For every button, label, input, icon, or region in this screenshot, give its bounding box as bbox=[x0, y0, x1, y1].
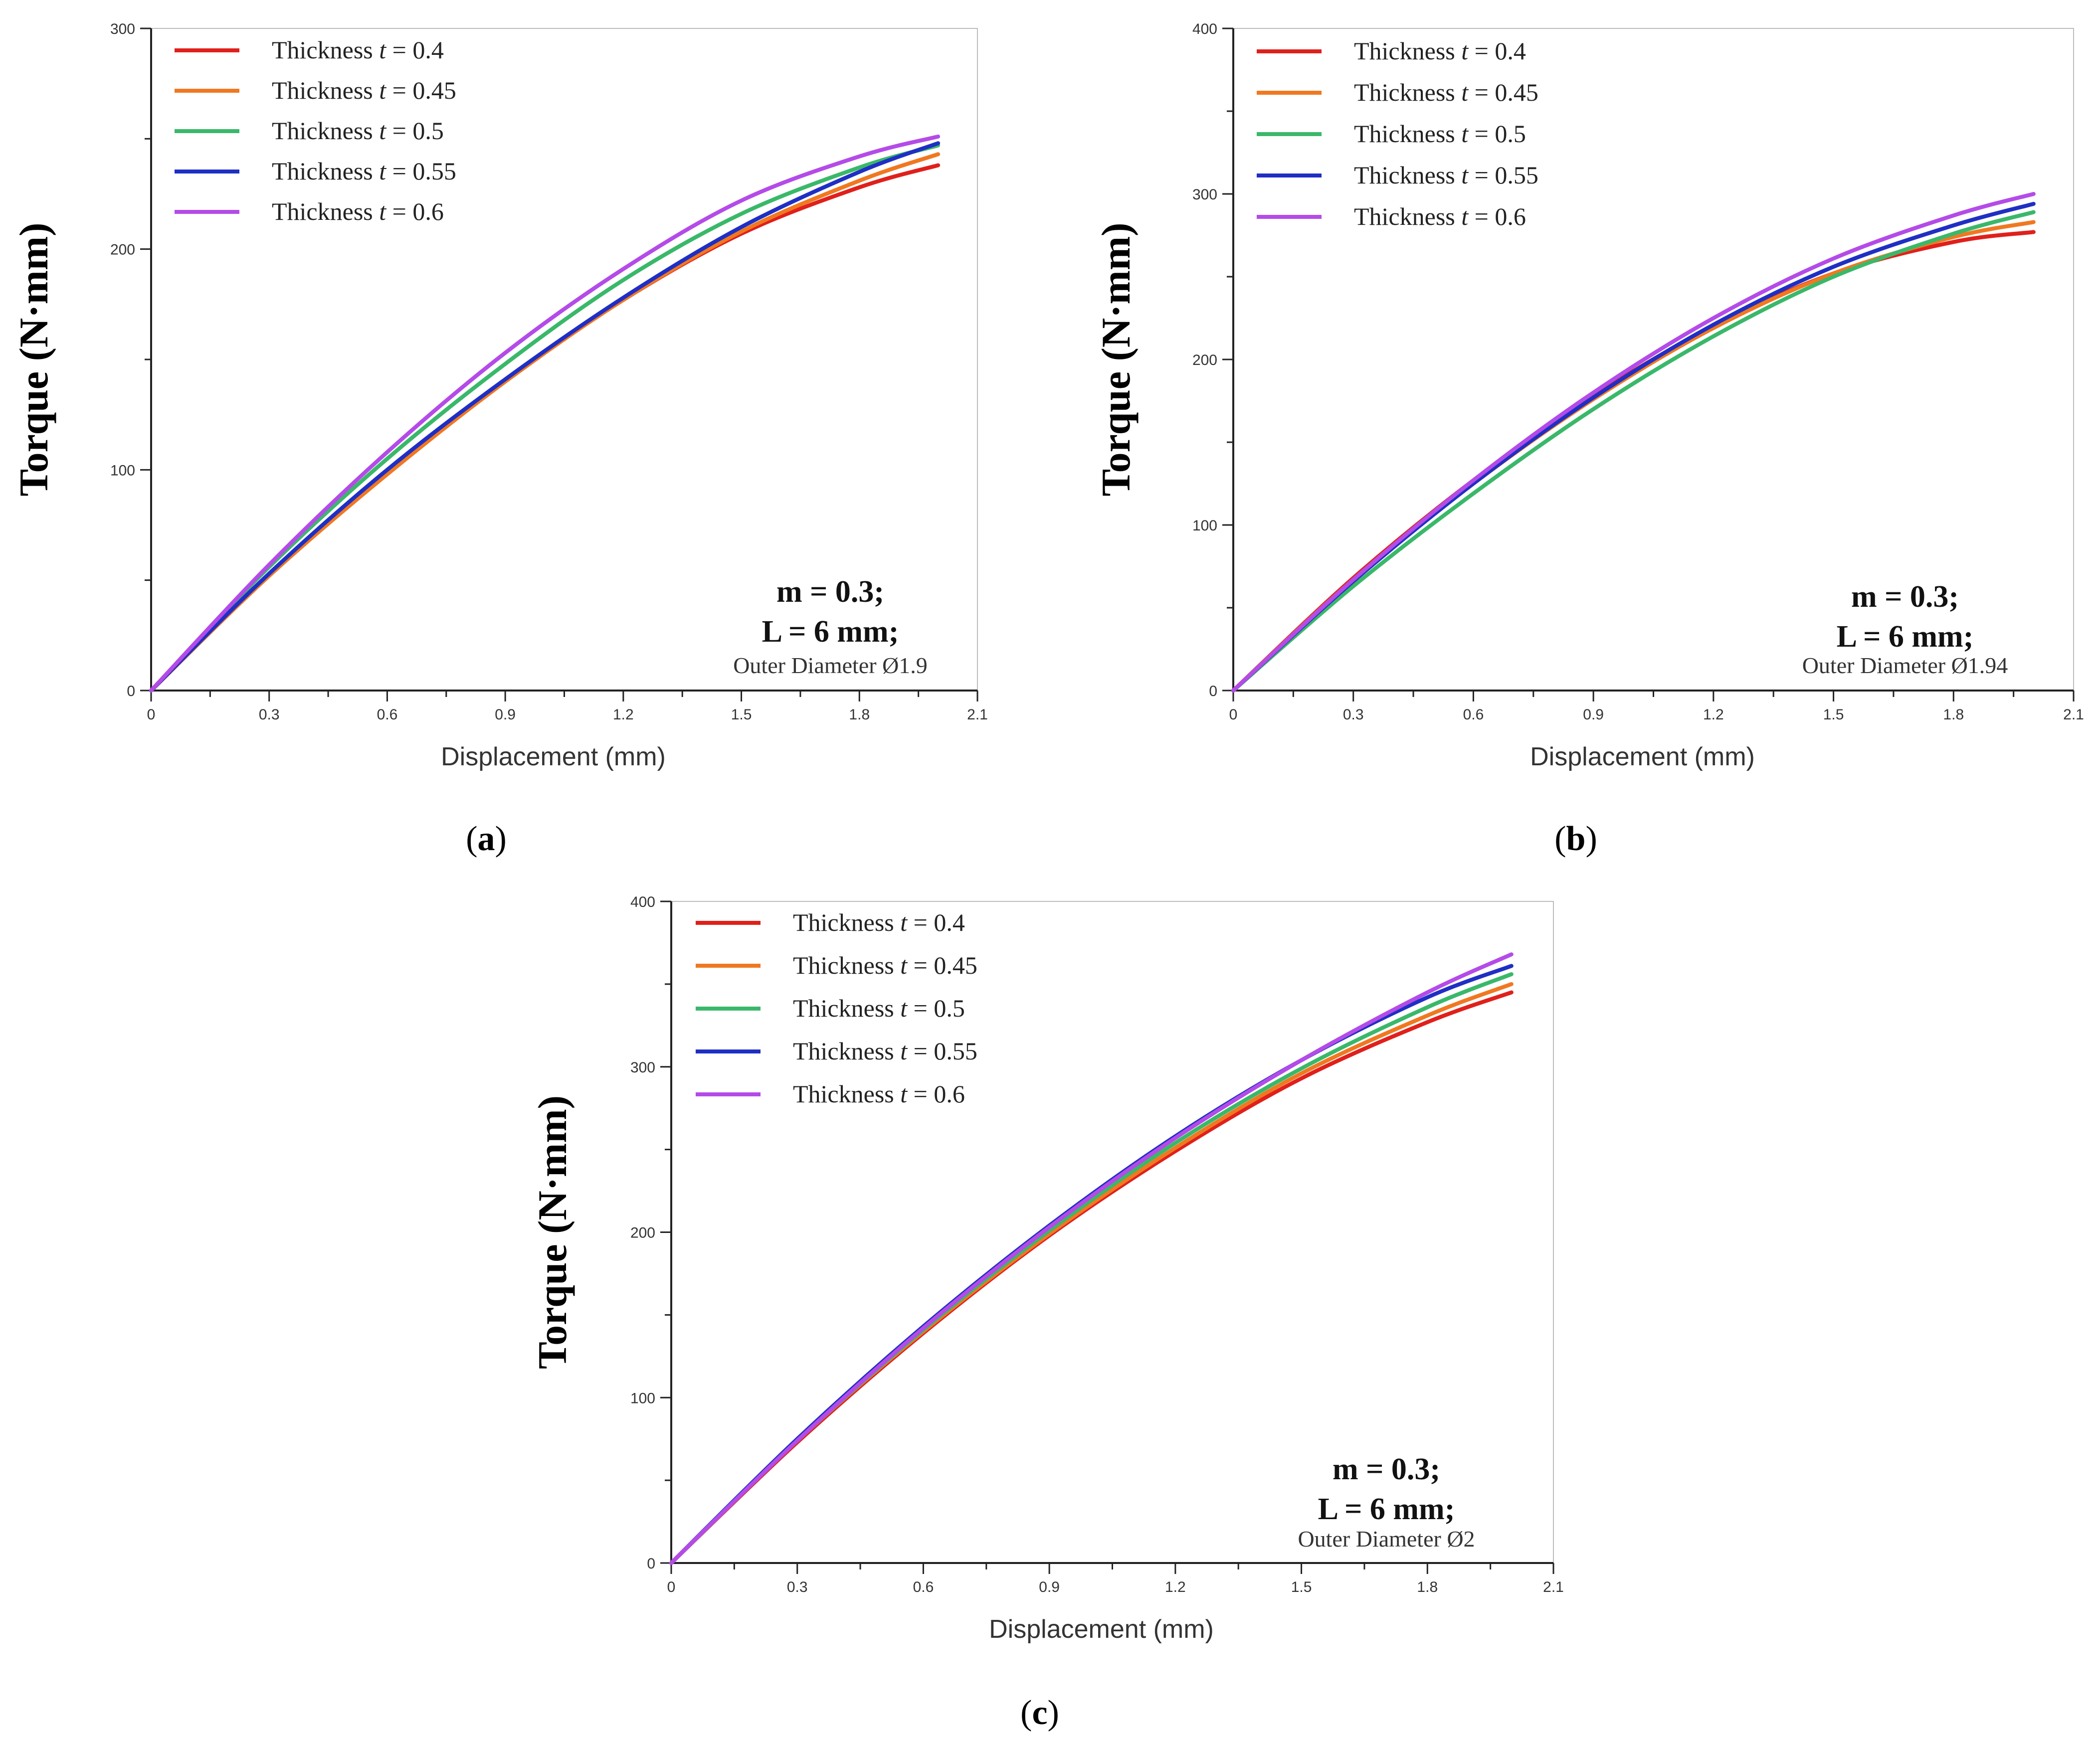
y-tick-label: 200 bbox=[1192, 352, 1217, 368]
x-tick-label: 1.2 bbox=[613, 706, 634, 723]
chart-panel-c: 0 0.3 0.6 0.9 1.2 1.5 1.8 2.1 0 100 200 300 400 Displ… bbox=[530, 894, 1564, 1732]
parameter-annotation: L = 6 mm; bbox=[1837, 620, 1974, 654]
x-tick-label: 1.5 bbox=[1823, 706, 1844, 723]
legend: Thickness t = 0.4 Thickness t = 0.45 Thick… bbox=[1257, 37, 1538, 230]
panel-label: (b) bbox=[1554, 820, 1597, 858]
y-tick-label: 100 bbox=[110, 462, 135, 479]
series-line-t-0.55 bbox=[1231, 201, 2036, 693]
x-tick-label: 0.9 bbox=[1583, 706, 1604, 723]
x-tick-label: 0.3 bbox=[787, 1579, 808, 1595]
y-tick-label: 400 bbox=[1192, 21, 1217, 37]
legend-label: Thickness t = 0.45 bbox=[272, 76, 456, 104]
x-tick-label: 2.1 bbox=[2063, 706, 2084, 723]
x-tick-label: 1.5 bbox=[731, 706, 752, 723]
y-axis-title: Torque (N·mm) bbox=[530, 1095, 575, 1369]
legend-label: Thickness t = 0.6 bbox=[272, 197, 444, 225]
legend-label: Thickness t = 0.55 bbox=[1354, 161, 1538, 189]
y-tick-label: 300 bbox=[1192, 186, 1217, 203]
y-tick-label: 0 bbox=[127, 683, 135, 699]
x-tick-label: 1.8 bbox=[1417, 1579, 1438, 1595]
x-tick-label: 1.2 bbox=[1703, 706, 1724, 723]
x-tick-label: 0 bbox=[667, 1579, 676, 1595]
x-axis-title: Displacement (mm) bbox=[989, 1615, 1214, 1644]
parameter-annotation: L = 6 mm; bbox=[762, 615, 899, 649]
legend-label: Thickness t = 0.45 bbox=[793, 951, 977, 979]
series-line-t-0.45 bbox=[149, 152, 941, 693]
y-tick-label: 100 bbox=[630, 1390, 655, 1406]
legend: Thickness t = 0.4 Thickness t = 0.45 Thick… bbox=[175, 36, 456, 225]
panel-label: (a) bbox=[466, 820, 507, 858]
legend-label: Thickness t = 0.4 bbox=[1354, 37, 1526, 65]
series-line-t-0.6 bbox=[669, 952, 1514, 1565]
x-tick-label: 1.2 bbox=[1165, 1579, 1186, 1595]
y-tick-label: 0 bbox=[647, 1556, 655, 1572]
x-tick-label: 2.1 bbox=[967, 706, 988, 723]
x-tick-label: 0 bbox=[1229, 706, 1238, 723]
y-tick-label: 400 bbox=[630, 894, 655, 910]
panel-label: (c) bbox=[1020, 1694, 1059, 1732]
x-tick-label: 0.6 bbox=[1463, 706, 1484, 723]
legend-label: Thickness t = 0.6 bbox=[793, 1080, 965, 1108]
parameter-annotation: m = 0.3; bbox=[1333, 1452, 1440, 1486]
x-axis-title: Displacement (mm) bbox=[1530, 742, 1755, 771]
x-tick-label: 1.8 bbox=[1943, 706, 1964, 723]
legend: Thickness t = 0.4 Thickness t = 0.45 Thick… bbox=[696, 908, 977, 1108]
y-tick-label: 300 bbox=[630, 1059, 655, 1076]
legend-label: Thickness t = 0.4 bbox=[793, 908, 965, 936]
x-tick-label: 0.6 bbox=[377, 706, 398, 723]
y-tick-label: 0 bbox=[1209, 683, 1217, 699]
diameter-annotation: Outer Diameter Ø2 bbox=[1298, 1526, 1475, 1552]
x-tick-label: 0.9 bbox=[1039, 1579, 1060, 1595]
parameter-annotation: m = 0.3; bbox=[1851, 580, 1959, 614]
diameter-annotation: Outer Diameter Ø1.9 bbox=[733, 653, 928, 678]
series-line-t-0.6 bbox=[1231, 192, 2036, 693]
x-tick-label: 0 bbox=[147, 706, 156, 723]
series-line-t-0.5 bbox=[1231, 210, 2036, 693]
x-tick-label: 1.8 bbox=[849, 706, 870, 723]
x-tick-label: 1.5 bbox=[1291, 1579, 1312, 1595]
y-axis-title: Torque (N·mm) bbox=[1093, 223, 1139, 497]
series-line-t-0.4 bbox=[149, 163, 941, 693]
legend-label: Thickness t = 0.5 bbox=[1354, 120, 1526, 148]
legend-label: Thickness t = 0.6 bbox=[1354, 202, 1526, 230]
legend-label: Thickness t = 0.5 bbox=[793, 994, 965, 1022]
legend-label: Thickness t = 0.55 bbox=[272, 157, 456, 185]
chart-panel-a: 0 0.3 0.6 0.9 1.2 1.5 1.8 2.1 0 100 200 300 Displace… bbox=[11, 21, 988, 858]
x-tick-label: 0.3 bbox=[1343, 706, 1364, 723]
parameter-annotation: m = 0.3; bbox=[776, 575, 884, 609]
y-tick-label: 100 bbox=[1192, 518, 1217, 534]
parameter-annotation: L = 6 mm; bbox=[1318, 1492, 1455, 1526]
y-tick-label: 200 bbox=[110, 242, 135, 258]
series-line-t-0.6 bbox=[149, 134, 941, 693]
y-tick-label: 300 bbox=[110, 21, 135, 37]
x-tick-label: 0.6 bbox=[913, 1579, 934, 1595]
x-axis-title: Displacement (mm) bbox=[441, 742, 666, 771]
diameter-annotation: Outer Diameter Ø1.94 bbox=[1802, 653, 2008, 678]
legend-label: Thickness t = 0.45 bbox=[1354, 78, 1538, 106]
legend-label: Thickness t = 0.5 bbox=[272, 117, 444, 145]
series-line-t-0.55 bbox=[149, 141, 941, 693]
x-tick-label: 0.3 bbox=[259, 706, 280, 723]
x-tick-label: 2.1 bbox=[1543, 1579, 1564, 1595]
legend-label: Thickness t = 0.4 bbox=[272, 36, 444, 64]
y-axis-title: Torque (N·mm) bbox=[11, 223, 56, 497]
x-tick-label: 0.9 bbox=[495, 706, 516, 723]
y-tick-label: 200 bbox=[630, 1225, 655, 1241]
chart-panel-b: 0 0.3 0.6 0.9 1.2 1.5 1.8 2.1 0 100 200 300 400 Displ… bbox=[1093, 21, 2084, 858]
legend-label: Thickness t = 0.55 bbox=[793, 1037, 977, 1065]
